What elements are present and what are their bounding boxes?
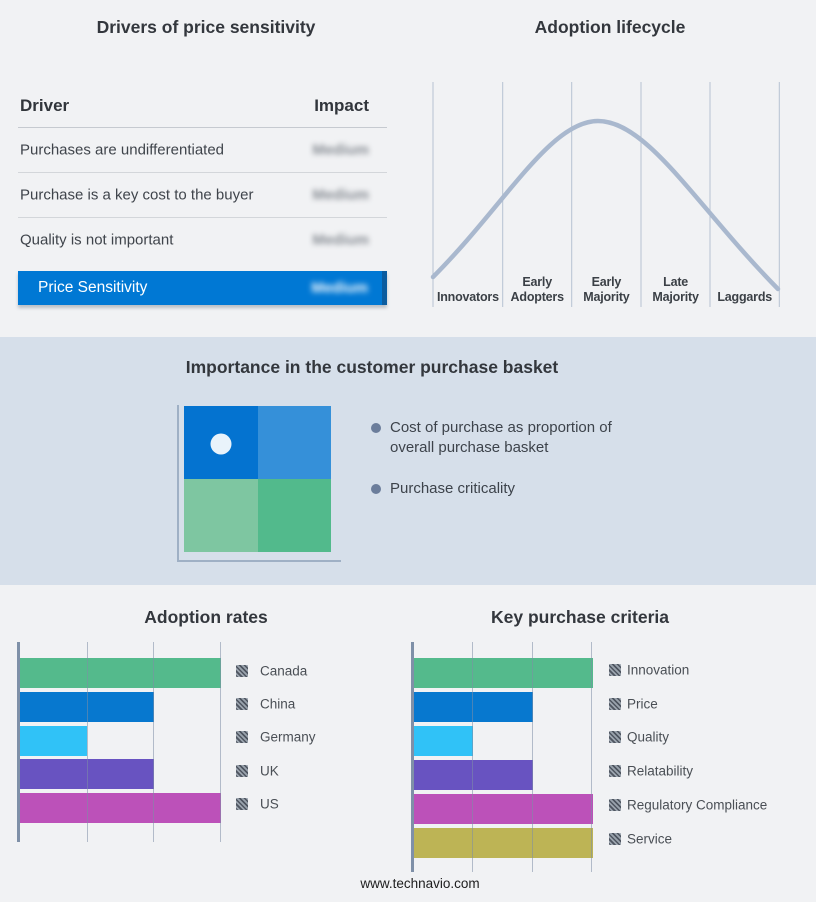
lifecycle-panel-title: Adoption lifecycle [534, 17, 686, 37]
purchase-basket-quadrant [184, 406, 331, 552]
quadrant-marker-dot [210, 433, 232, 455]
bullet-dot-icon [371, 423, 381, 433]
stage-label-innovators: Innovators [436, 290, 499, 304]
drivers-panel-title: Drivers of price sensitivity [96, 17, 316, 37]
hatch-swatch-icon [609, 664, 621, 676]
driver-column-header: Driver [20, 96, 70, 115]
bullet-dot-icon [371, 484, 381, 494]
stage-label-laggards: Laggards [717, 290, 773, 304]
adoption-rates-legend-germany: Germany [260, 729, 316, 745]
key-purchase-criteria-bar-regulatory-compliance [413, 793, 593, 824]
table-row: Quality is not important Medium [18, 218, 387, 262]
hatch-swatch-icon [236, 764, 248, 777]
basket-panel-title: Importance in the customer purchase bask… [185, 357, 559, 377]
hatch-swatch-icon [236, 698, 248, 711]
adoption-lifecycle-chart [430, 82, 781, 307]
table-row: Purchase is a key cost to the buyer Mediu… [18, 173, 387, 218]
quadrant-x-axis [177, 560, 341, 562]
key-purchase-criteria-legend-innovation: Innovation [627, 662, 690, 678]
price-sensitivity-row: Price Sensitivity Medium [18, 271, 387, 305]
driver-cell: Purchase is a key cost to the buyer [20, 186, 254, 204]
adoption-rates-gridline-3 [220, 642, 221, 842]
adoption-rates-bar-germany [19, 725, 87, 756]
adoption-rates-bar-us [19, 793, 222, 824]
driver-cell: Quality is not important [20, 231, 174, 249]
key-purchase-criteria-bar-quality [413, 725, 474, 756]
quadrant-top-right [257, 406, 331, 479]
key-purchase-criteria-legend-service: Service [627, 831, 673, 846]
key-purchase-criteria-legend-regulatory-compliance: Regulatory Compliance [627, 797, 768, 813]
stage-label-late-majority: Late Majority [652, 275, 699, 304]
impact-column-header: Impact [314, 96, 369, 115]
adoption-bell-curve [430, 118, 781, 292]
impact-cell-blurred: Medium [312, 141, 369, 159]
middle-band-background [0, 337, 816, 585]
hatch-swatch-icon [609, 765, 621, 778]
key-purchase-criteria-bar-price [413, 691, 534, 722]
lifecycle-gridlines [432, 82, 780, 307]
drivers-table-header: Driver Impact [18, 92, 387, 128]
quadrant-bottom-left [184, 479, 258, 552]
impact-cell-blurred: Medium [312, 231, 369, 249]
stage-label-early-majority: Early Majority [583, 275, 630, 304]
table-row: Purchases are undifferentiated Medium [18, 128, 387, 173]
price-sensitivity-label: Price Sensitivity [38, 279, 148, 296]
hatch-swatch-icon [609, 697, 621, 710]
adoption-rates-bar-canada [19, 658, 222, 688]
drivers-table: Driver Impact Purchases are undifferenti… [18, 92, 387, 305]
key-purchase-criteria-gridline-1 [471, 642, 473, 872]
adoption-rates-legend-us: US [260, 796, 279, 812]
basket-bullet-2: Purchase criticality [371, 479, 633, 499]
hatch-swatch-icon [609, 731, 621, 744]
key-purchase-criteria-y-axis [411, 642, 414, 872]
driver-cell: Purchases are undifferentiated [20, 141, 225, 159]
adoption-rates-y-axis [17, 642, 20, 842]
hatch-swatch-icon [236, 665, 248, 677]
key-purchase-criteria-legend-quality: Quality [627, 729, 670, 745]
price-sensitivity-impact-blurred: Medium [311, 279, 368, 297]
key-purchase-criteria-bar-innovation [413, 658, 593, 688]
adoption-rates-legend-uk: UK [260, 763, 279, 779]
quadrant-bottom-right [257, 479, 331, 552]
basket-bullet-list: Cost of purchase as proportion of overal… [371, 418, 633, 521]
hatch-swatch-icon [609, 798, 621, 811]
footer-url: www.technavio.com [360, 876, 480, 891]
key-purchase-criteria-gridline-3 [591, 642, 593, 872]
key-purchase-criteria-title: Key purchase criteria [490, 607, 670, 627]
adoption-rates-legend-canada: Canada [260, 663, 308, 679]
adoption-rates-gridline-2 [152, 642, 154, 842]
drivers-table-body: Purchases are undifferentiated Medium Purc… [18, 128, 387, 262]
quadrant-y-axis [177, 405, 179, 561]
key-purchase-criteria-gridline-2 [531, 642, 533, 872]
key-purchase-criteria-legend-relatability: Relatability [627, 763, 694, 779]
hatch-swatch-icon [609, 832, 621, 845]
adoption-rates-title: Adoption rates [144, 607, 268, 627]
key-purchase-criteria-legend-price: Price [627, 696, 658, 712]
hatch-swatch-icon [236, 797, 248, 810]
key-purchase-criteria-bar-relatability [413, 759, 534, 790]
stage-label-early-adopters: Early Adopters [510, 275, 564, 304]
impact-cell-blurred: Medium [312, 186, 369, 204]
basket-bullet-1: Cost of purchase as proportion of overal… [371, 418, 633, 457]
adoption-rates-gridline-1 [86, 642, 88, 842]
adoption-rates-legend-china: China [260, 696, 296, 712]
hatch-swatch-icon [236, 731, 248, 744]
key-purchase-criteria-bar-service [413, 827, 593, 858]
